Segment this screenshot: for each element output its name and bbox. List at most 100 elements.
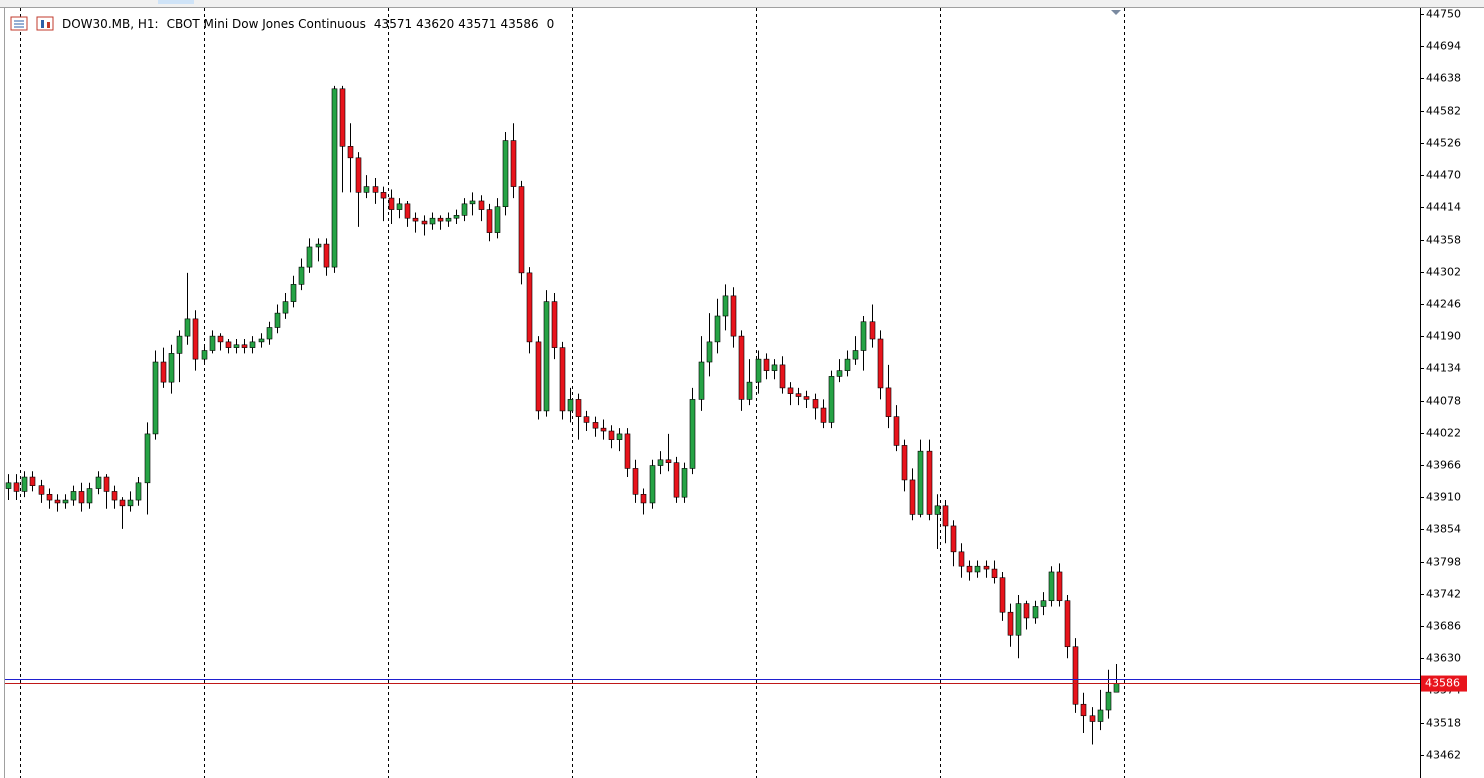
candle-body [494,206,501,233]
candle [787,382,794,406]
candle [282,292,289,319]
candle [1089,707,1096,745]
header-open: 43571 [374,17,412,31]
candle [1056,563,1063,607]
candle [421,215,428,236]
candle-body [860,321,867,351]
candle-body [844,358,851,371]
candle [486,203,493,242]
candle [168,344,175,394]
shift-marker[interactable] [1111,10,1121,15]
candle-body [934,505,941,515]
candle-body [836,370,843,377]
candle [323,238,330,276]
candle-body [1080,703,1087,717]
candle [290,275,297,308]
y-tick-label: 43462 [1426,749,1461,762]
candle [192,310,199,371]
candle [176,330,183,383]
y-tick-label: 44246 [1426,298,1461,311]
candle [608,425,615,449]
candle-body [127,499,134,507]
candle-body [567,399,574,412]
candle-body [421,220,428,225]
candle-body [445,217,452,222]
candle-body [1048,571,1055,602]
candle [1040,592,1047,616]
candle [54,494,61,512]
candle [632,459,639,503]
y-tick-label: 43518 [1426,717,1461,730]
candle [469,192,476,216]
candle [917,439,924,518]
candle-body [649,465,656,504]
candle-body [1040,600,1047,607]
candle-body [388,197,395,210]
candle [974,560,981,578]
candle [909,468,916,521]
icon-chart[interactable] [36,16,54,31]
candle [926,439,933,521]
candle [388,189,395,224]
candle-body [909,479,916,515]
candle-body [893,416,900,446]
candle-body [1072,646,1079,705]
candle [681,462,688,503]
candle-body [339,88,346,147]
header-close: 43586 [500,17,538,31]
candle-body [103,476,110,492]
candle-body [510,140,517,187]
candle-body [266,327,273,340]
candle [1097,689,1104,731]
header-high: 43620 [416,17,454,31]
candle [559,341,566,420]
candle-body [380,192,387,199]
y-tick-label: 44078 [1426,395,1461,408]
candle [315,238,322,262]
candle [258,333,265,348]
candle [779,356,786,394]
y-tick-label: 44470 [1426,169,1461,182]
candle-body [315,243,322,248]
candle-body [869,321,876,340]
candle-body [600,427,607,432]
candle [29,471,36,492]
candle-body [999,577,1006,613]
candle [649,459,656,509]
candle [689,387,696,475]
candle-body [787,387,794,394]
candle [1048,566,1055,607]
candle-body [396,203,403,210]
candle [934,494,941,549]
candle [347,123,354,193]
candle-body [803,396,810,400]
candle [412,212,419,233]
tab[interactable] [158,0,194,4]
y-tick-label: 43630 [1426,652,1461,665]
candle-body [21,476,28,492]
candle-body [1113,683,1120,693]
candle-body [901,445,908,481]
candle [86,482,93,509]
candle-body [298,266,305,285]
candle [1113,663,1120,693]
candle [755,350,762,394]
header: DOW30.MB, H1: CBOT Mini Dow Jones Continu… [62,17,554,31]
candle-body [86,488,93,504]
y-tick-label: 44694 [1426,40,1461,53]
candle [494,198,501,239]
candle-body [54,499,61,504]
candle [429,212,436,230]
candle [21,471,28,498]
candle-body [1089,715,1096,722]
candle [225,339,232,354]
candle [966,560,973,581]
y-tick-label: 44414 [1426,201,1461,214]
candle-body [152,361,159,435]
candle [266,321,273,345]
candle [38,479,45,503]
candle [820,399,827,429]
candle [526,267,533,354]
